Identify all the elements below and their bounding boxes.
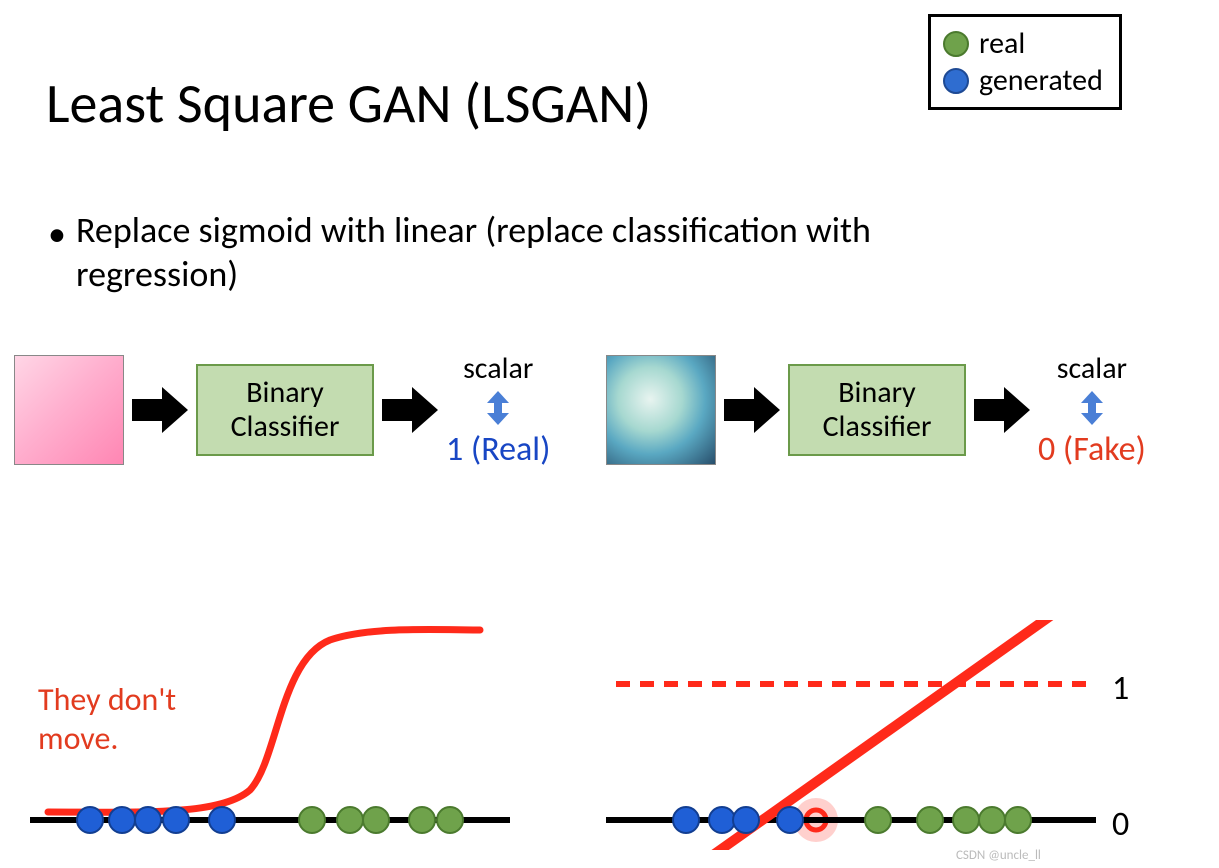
linear-chart: 1 0	[596, 620, 1156, 850]
arrow-icon	[974, 385, 1030, 435]
binary-classifier-box: Binary Classifier	[196, 364, 374, 456]
bullet-point: • Replace sigmoid with linear (replace c…	[76, 208, 1026, 296]
fake-label: 0 (Fake)	[1038, 429, 1146, 470]
slide-title: Least Square GAN (LSGAN)	[46, 70, 651, 138]
watermark: CSDN @uncle_ll	[956, 848, 1041, 863]
linear-line	[596, 620, 1156, 850]
axis-label-0: 0	[1112, 804, 1129, 845]
bullet-text: Replace sigmoid with linear (replace cla…	[76, 208, 871, 296]
scalar-label: scalar	[1057, 350, 1127, 387]
binary-classifier-box: Binary Classifier	[788, 364, 966, 456]
classifier-label-2: Classifier	[790, 410, 964, 445]
scalar-column-fake: scalar 0 (Fake)	[1038, 350, 1146, 470]
axis-label-1: 1	[1112, 668, 1129, 709]
arrow-icon	[724, 385, 780, 435]
legend-dot-real	[943, 31, 969, 57]
input-image-real	[14, 355, 124, 465]
input-image-fake	[606, 355, 716, 465]
up-down-arrow-icon	[487, 391, 509, 425]
arrow-icon	[132, 385, 188, 435]
legend-label-generated: generated	[979, 62, 1103, 99]
arrow-icon	[382, 385, 438, 435]
legend-dot-generated	[943, 68, 969, 94]
classifier-label-1: Binary	[790, 376, 964, 411]
flow-left: Binary Classifier scalar 1 (Real)	[14, 350, 550, 470]
real-label: 1 (Real)	[446, 429, 550, 470]
classifier-label-1: Binary	[198, 376, 372, 411]
classifier-label-2: Classifier	[198, 410, 372, 445]
scalar-column-real: scalar 1 (Real)	[446, 350, 550, 470]
sigmoid-chart: They don't move.	[20, 620, 520, 840]
up-down-arrow-icon	[1081, 391, 1103, 425]
legend: real generated	[928, 14, 1122, 110]
scalar-label: scalar	[463, 350, 533, 387]
annotation-they-dont-move: They don't move.	[38, 680, 176, 758]
flow-right: Binary Classifier scalar 0 (Fake)	[606, 350, 1146, 470]
legend-label-real: real	[979, 25, 1025, 62]
legend-row-real: real	[943, 25, 1103, 62]
legend-row-generated: generated	[943, 62, 1103, 99]
